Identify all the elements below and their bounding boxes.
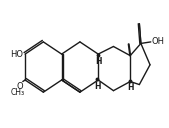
- Text: H: H: [96, 57, 102, 66]
- Text: H: H: [94, 82, 101, 91]
- Text: CH₃: CH₃: [11, 88, 25, 97]
- Text: OH: OH: [151, 37, 164, 46]
- Text: HO: HO: [10, 50, 23, 59]
- Text: O: O: [16, 82, 23, 91]
- Text: H: H: [128, 83, 134, 92]
